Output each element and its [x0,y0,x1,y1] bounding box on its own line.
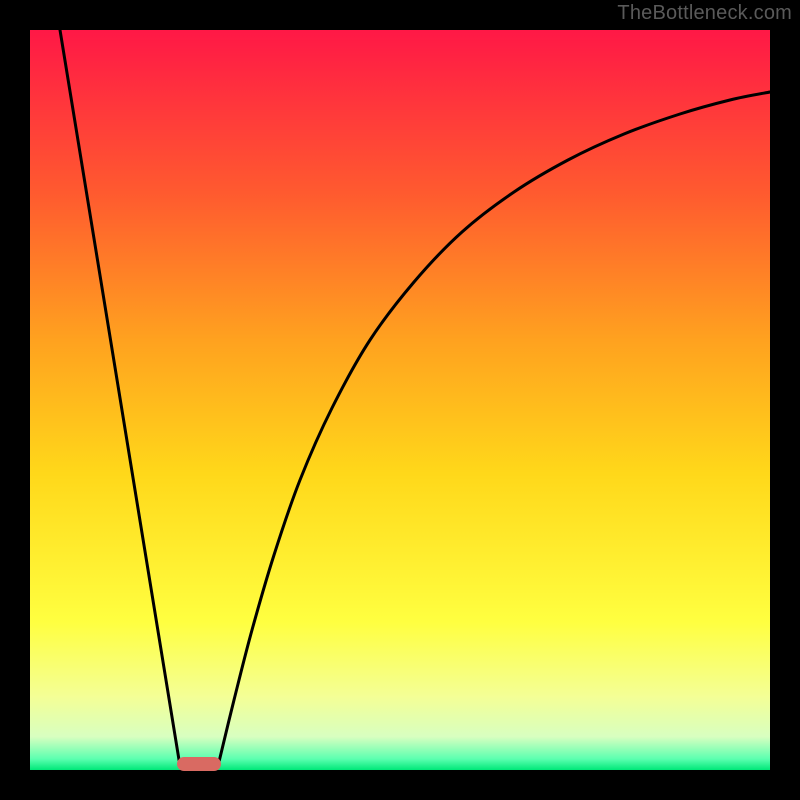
chart-svg [0,0,800,800]
valley-marker [177,757,221,771]
plot-background [30,30,770,770]
chart-container: TheBottleneck.com [0,0,800,800]
watermark-text: TheBottleneck.com [617,2,792,25]
